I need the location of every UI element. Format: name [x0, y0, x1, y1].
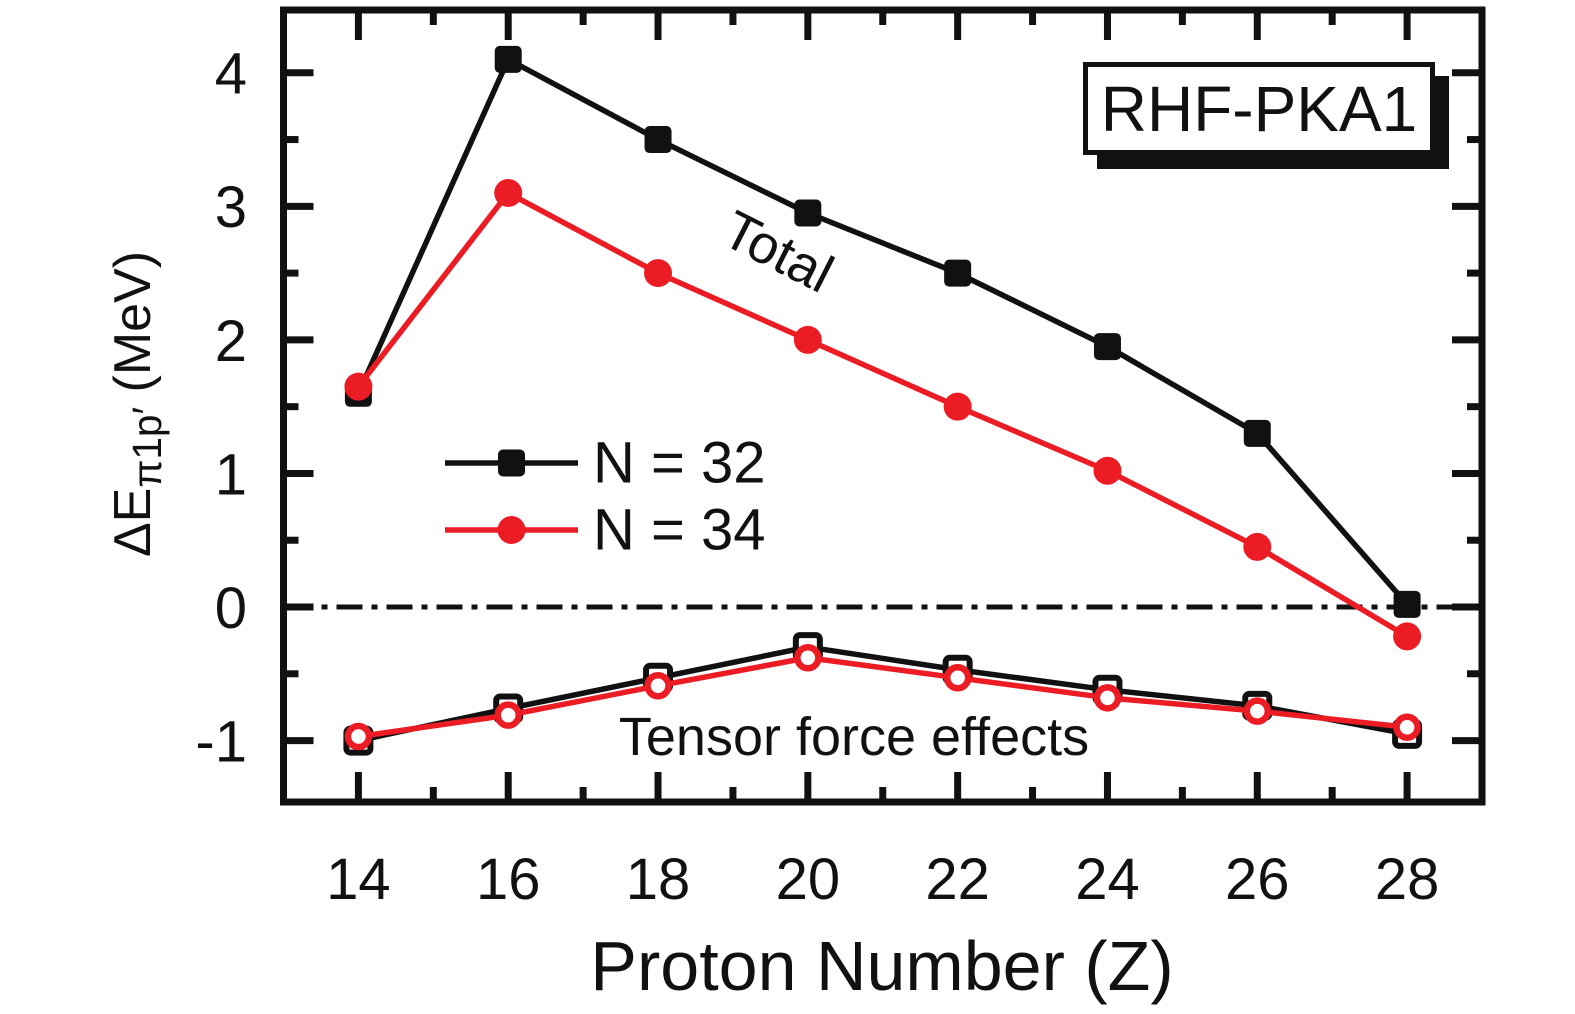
- x-tick-label: 22: [925, 847, 990, 912]
- model-box: RHF-PKA1: [1083, 62, 1435, 155]
- series-line-3: [358, 655, 1408, 740]
- y-axis-title-main: ΔE: [103, 487, 162, 558]
- data-point-N=32-z26: [1243, 419, 1271, 447]
- data-point-N=32-z20: [794, 199, 822, 227]
- data-point-N=34-z16: [494, 178, 523, 207]
- legend-marker-1: [497, 516, 526, 544]
- data-point-N=34-z16: [494, 701, 522, 729]
- data-point-N=34-z28: [1393, 713, 1421, 741]
- data-point-N=34-z26: [1243, 532, 1272, 561]
- data-point-N=34-z14: [344, 722, 373, 751]
- data-point-N=34-z22: [943, 664, 972, 692]
- plot-frame: [280, 6, 1486, 806]
- y-tick-label: -1: [195, 709, 247, 774]
- data-point-N=32-z18: [644, 126, 672, 154]
- data-point-N=34-z18: [644, 672, 672, 700]
- y-tick-label: 2: [215, 309, 247, 374]
- data-point-N=32-z16: [494, 45, 522, 73]
- data-point-N=34-z26: [1243, 697, 1272, 725]
- model-box-label: RHF-PKA1: [1100, 72, 1418, 145]
- x-axis-title: Proton Number (Z): [590, 927, 1174, 1005]
- x-tick-label: 26: [1225, 847, 1290, 912]
- y-axis-title-unit: (MeV): [103, 250, 162, 407]
- y-tick-label: 0: [215, 576, 247, 641]
- legend-label-n34: N = 34: [593, 497, 766, 563]
- data-point-N=32-z24: [1093, 333, 1121, 361]
- x-tick-label: 14: [326, 847, 391, 912]
- data-point-N=32-z28: [1393, 590, 1421, 618]
- series-line-0: [355, 56, 1410, 607]
- data-point-N=34-z28: [1393, 622, 1422, 651]
- x-tick-label: 28: [1375, 847, 1440, 912]
- y-tick-label: 1: [215, 442, 247, 507]
- data-point-N=32-z22: [944, 259, 972, 287]
- data-point-N=34-z14: [344, 372, 373, 401]
- tensor-annotation: Tensor force effects: [618, 707, 1090, 767]
- legend-marker-0: [498, 449, 525, 477]
- legend-label-n32: N = 32: [593, 430, 766, 496]
- data-point-N=34-z24: [1093, 456, 1122, 485]
- x-tick-label: 20: [776, 847, 841, 912]
- y-axis-title-subscript: π1p′: [124, 406, 171, 488]
- data-point-N=34-z24: [1093, 684, 1122, 712]
- y-tick-label: 3: [215, 175, 247, 240]
- series-line-1: [356, 190, 1409, 639]
- x-tick-label: 16: [476, 847, 541, 912]
- y-axis-title: ΔEπ1p′ (MeV): [103, 251, 171, 557]
- data-point-N=34-z22: [943, 392, 972, 421]
- data-point-N=34-z18: [644, 259, 673, 288]
- x-tick-label: 24: [1075, 847, 1140, 912]
- data-point-N=34-z20: [793, 325, 822, 354]
- y-tick-label: 4: [215, 42, 247, 107]
- data-point-N=34-z20: [794, 644, 822, 672]
- series-line-2: [357, 644, 1408, 744]
- x-tick-label: 18: [626, 847, 691, 912]
